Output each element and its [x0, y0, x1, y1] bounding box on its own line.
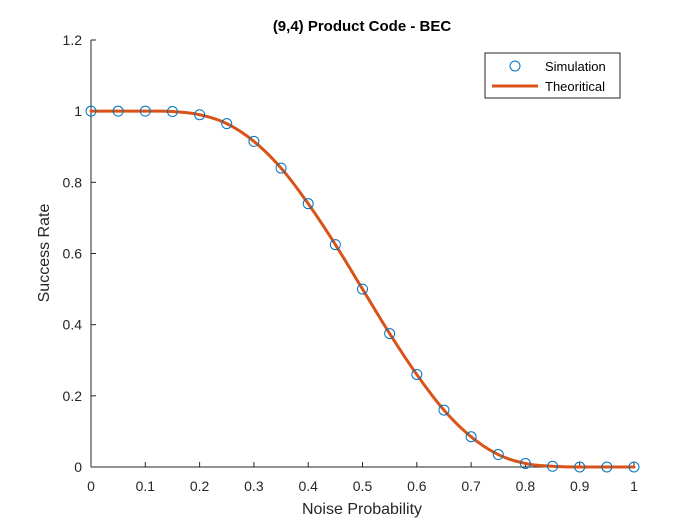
x-tick-label: 1 — [630, 478, 638, 494]
legend: Simulation Theoritical — [484, 52, 621, 99]
x-tick-label: 0 — [87, 478, 95, 494]
series-points-simulation — [85, 105, 640, 473]
x-tick-label: 0.9 — [570, 478, 590, 494]
data-point-simulation — [492, 449, 504, 461]
y-ticks: 0 0.2 0.4 0.6 0.8 1 1.2 — [63, 32, 96, 475]
data-point-simulation — [302, 198, 314, 210]
data-point-simulation — [329, 239, 341, 251]
x-tick-label: 0.4 — [298, 478, 318, 494]
data-point-simulation — [519, 457, 531, 469]
data-point-simulation — [547, 460, 559, 472]
x-axis-label: Noise Probability — [302, 501, 422, 518]
data-point-simulation — [574, 461, 586, 473]
x-tick-label: 0.5 — [353, 478, 373, 494]
y-tick-label: 0.2 — [63, 388, 83, 404]
data-point-simulation — [275, 162, 287, 174]
data-point-simulation — [601, 461, 613, 473]
y-axis-label: Success Rate — [36, 204, 53, 303]
legend-box — [484, 52, 621, 99]
x-tick-label: 0.3 — [244, 478, 264, 494]
legend-label-theoritical: Theoritical — [545, 79, 605, 94]
data-point-simulation — [139, 105, 151, 117]
chart-title: (9,4) Product Code - BEC — [273, 18, 452, 35]
y-tick-label: 0.8 — [63, 174, 83, 190]
y-tick-label: 1 — [74, 103, 82, 119]
data-point-simulation — [465, 431, 477, 443]
y-tick-label: 1.2 — [63, 32, 83, 48]
x-tick-label: 0.6 — [407, 478, 427, 494]
data-point-simulation — [194, 109, 206, 121]
y-tick-label: 0 — [74, 459, 82, 475]
series-line-theoritical — [89, 109, 636, 469]
x-ticks: 0 0.1 0.2 0.3 0.4 0.5 0.6 0.7 0.8 0.9 1 — [87, 462, 638, 494]
y-tick-label: 0.4 — [63, 317, 83, 333]
data-point-simulation — [248, 135, 260, 147]
data-point-simulation — [166, 106, 178, 118]
data-point-simulation — [85, 105, 97, 117]
x-tick-label: 0.8 — [516, 478, 536, 494]
legend-label-simulation: Simulation — [545, 59, 606, 74]
x-tick-label: 0.1 — [136, 478, 156, 494]
data-point-simulation — [221, 118, 233, 130]
data-point-simulation — [357, 283, 368, 295]
data-point-simulation — [628, 461, 640, 473]
x-tick-label: 0.7 — [461, 478, 481, 494]
y-tick-label: 0.6 — [63, 246, 83, 262]
x-tick-label: 0.2 — [190, 478, 210, 494]
data-point-simulation — [438, 404, 450, 416]
data-point-simulation — [411, 368, 423, 380]
legend-marker-simulation — [509, 60, 521, 72]
data-point-simulation — [384, 328, 396, 340]
data-point-simulation — [112, 105, 124, 117]
